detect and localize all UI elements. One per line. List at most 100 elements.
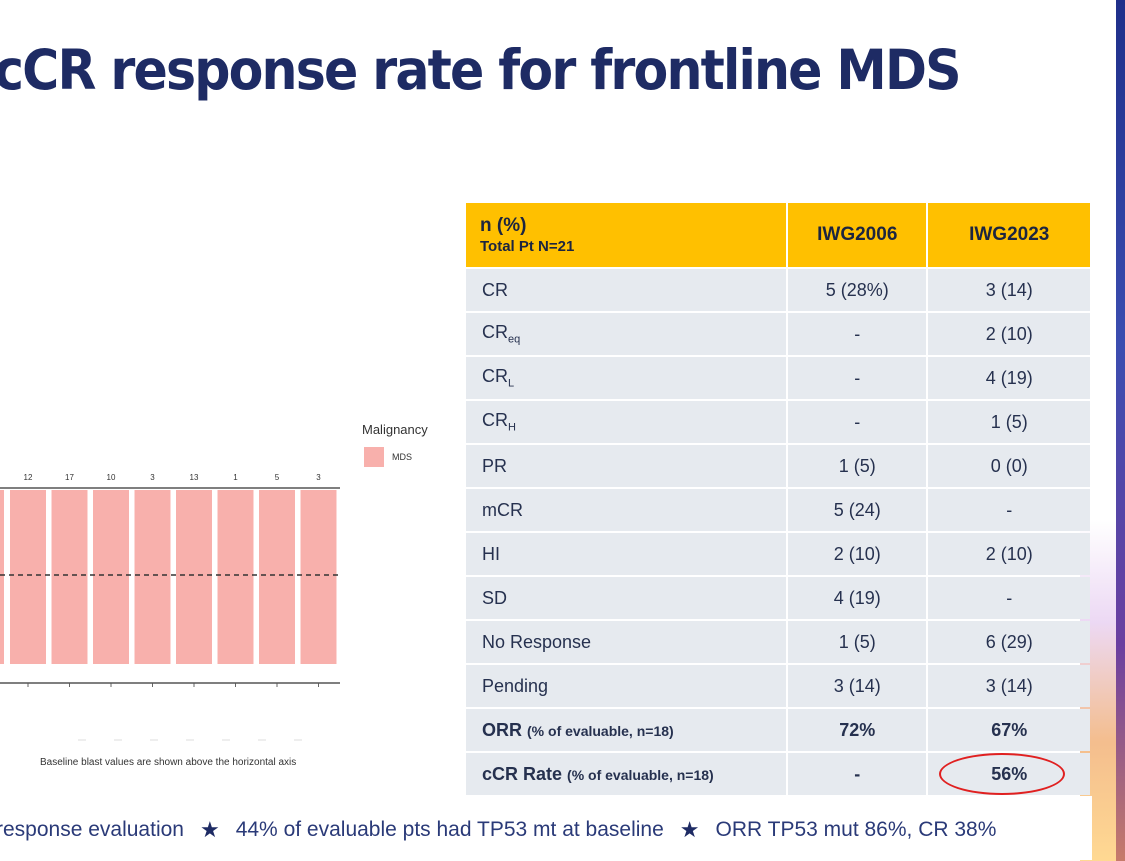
- cell-iwg2023: 1 (5): [928, 401, 1090, 443]
- chart-baseline-label: 1: [233, 473, 238, 482]
- footer-item-2: 44% of evaluable pts had TP53 mt at base…: [235, 818, 664, 841]
- cell-iwg2023: 6 (29): [928, 621, 1090, 663]
- ccr-iwg2006: -: [788, 753, 927, 795]
- header-label-main: n (%): [480, 215, 527, 236]
- ccr-iwg2023: 56%: [928, 752, 1090, 795]
- ccr-label: cCR Rate: [482, 763, 563, 784]
- table-row: mCR 5 (24) -: [466, 489, 1090, 531]
- cell-iwg2023: 2 (10): [928, 533, 1090, 575]
- table-row: CReq -2 (10): [466, 313, 1090, 355]
- table-row: No Response 1 (5) 6 (29): [466, 621, 1090, 663]
- row-label-ccr: cCR Rate (% of evaluable, n=18): [466, 753, 787, 795]
- chart-baseline-label: 5: [275, 473, 280, 482]
- cell-iwg2023: 4 (19): [928, 357, 1090, 399]
- cell-iwg2006: 2 (10): [788, 533, 927, 575]
- row-label-text: CR: [482, 322, 508, 343]
- table-header-row: n (%) Total Pt N=21 IWG2006 IWG2023: [466, 203, 1090, 267]
- orr-label: ORR: [482, 719, 522, 740]
- table-row: CR 5 (28%) 3 (14): [466, 269, 1090, 311]
- chart-bar: [134, 490, 171, 664]
- row-label: CReq: [466, 313, 787, 355]
- chart-baseline-label: 12: [24, 473, 33, 482]
- row-label: HI: [466, 533, 787, 575]
- footer-item-3: ORR TP53 mut 86%, CR 38%: [715, 818, 997, 841]
- row-label-subscript: eq: [508, 333, 521, 346]
- row-label-text: No Response: [482, 631, 592, 652]
- row-label-text: HI: [482, 543, 500, 564]
- header-iwg2023: IWG2023: [928, 203, 1090, 267]
- cell-iwg2023: -: [928, 577, 1090, 619]
- legend-swatch-mds: [364, 447, 384, 467]
- orr-note: (% of evaluable, n=18): [527, 722, 674, 739]
- chart-plot-area: 12 17 10 3 13 1 5 3: [0, 473, 340, 741]
- cell-iwg2006: 4 (19): [788, 577, 927, 619]
- header-label-sub: Total Pt N=21: [480, 238, 575, 255]
- chart-caption: Baseline blast values are shown above th…: [40, 757, 297, 768]
- row-label-text: CR: [482, 279, 508, 300]
- header-iwg2006: IWG2006: [788, 203, 927, 267]
- table-row: CRL -4 (19): [466, 357, 1090, 399]
- cell-iwg2023: 2 (10): [928, 313, 1090, 355]
- footer-item-1: response evaluation: [0, 818, 184, 841]
- response-table: n (%) Total Pt N=21 IWG2006 IWG2023 CR 5 …: [464, 201, 1092, 797]
- chart-baseline-label: 13: [190, 473, 199, 482]
- chart-bar: [259, 490, 295, 664]
- row-label-text: mCR: [482, 499, 523, 520]
- table-row: PR 1 (5) 0 (0): [466, 445, 1090, 487]
- star-icon: ★: [679, 817, 700, 842]
- chart-baseline-label: 17: [65, 473, 74, 482]
- chart-bar: [217, 490, 254, 664]
- orr-iwg2006: 72%: [788, 709, 927, 751]
- table-row: HI 2 (10) 2 (10): [466, 533, 1090, 575]
- slide-edge-decoration: [1116, 0, 1125, 861]
- cell-iwg2006: 5 (24): [788, 489, 927, 531]
- chart-baseline-label: 10: [107, 473, 116, 482]
- legend-title: Malignancy: [362, 422, 428, 437]
- chart-bar-partial: [0, 490, 4, 664]
- row-label: PR: [466, 445, 787, 487]
- cell-iwg2023: 0 (0): [928, 445, 1090, 487]
- cell-iwg2006: 3 (14): [788, 665, 927, 707]
- cell-iwg2023: -: [928, 489, 1090, 531]
- row-label: CRL: [466, 357, 787, 399]
- chart-bar: [300, 490, 337, 664]
- cell-iwg2006: 1 (5): [788, 445, 927, 487]
- waterfall-chart: 12 17 10 3 13 1 5 3 Malignancy MDS Baseline bla…: [0, 400, 445, 780]
- ccr-note: (% of evaluable, n=18): [567, 766, 714, 783]
- header-label-cell: n (%) Total Pt N=21: [466, 203, 787, 267]
- row-label: CRH: [466, 401, 787, 443]
- row-label-text: SD: [482, 587, 508, 608]
- orr-iwg2023: 67%: [928, 709, 1090, 751]
- chart-baseline-label: 3: [316, 473, 321, 482]
- star-icon: ★: [199, 817, 220, 842]
- table-row: CRH -1 (5): [466, 401, 1090, 443]
- cell-iwg2006: -: [788, 313, 927, 355]
- chart-bar: [10, 490, 46, 664]
- row-label: mCR: [466, 489, 787, 531]
- chart-baseline-label: 3: [150, 473, 155, 482]
- highlight-circle: 56%: [939, 752, 1066, 795]
- row-label-subscript: L: [508, 377, 515, 390]
- chart-bar: [176, 490, 212, 664]
- chart-bar: [93, 490, 129, 664]
- cell-iwg2023: 3 (14): [928, 269, 1090, 311]
- legend-label-mds: MDS: [392, 452, 412, 462]
- row-label-text: Pending: [482, 675, 549, 696]
- cell-iwg2006: -: [788, 357, 927, 399]
- row-label-subscript: H: [508, 421, 516, 434]
- row-label: SD: [466, 577, 787, 619]
- cell-iwg2006: 5 (28%): [788, 269, 927, 311]
- row-label: CR: [466, 269, 787, 311]
- chart-bar: [51, 490, 88, 664]
- table-row: Pending 3 (14) 3 (14): [466, 665, 1090, 707]
- row-label-text: CR: [482, 366, 508, 387]
- cell-iwg2006: -: [788, 401, 927, 443]
- row-label-text: PR: [482, 455, 508, 476]
- row-label: Pending: [466, 665, 787, 707]
- footer-notes: response evaluation ★ 44% of evaluable p…: [0, 815, 996, 845]
- cell-iwg2023: 3 (14): [928, 665, 1090, 707]
- table-row-orr: ORR (% of evaluable, n=18) 72% 67%: [466, 709, 1090, 751]
- row-label-text: CR: [482, 410, 508, 431]
- cell-iwg2006: 1 (5): [788, 621, 927, 663]
- row-label-orr: ORR (% of evaluable, n=18): [466, 709, 787, 751]
